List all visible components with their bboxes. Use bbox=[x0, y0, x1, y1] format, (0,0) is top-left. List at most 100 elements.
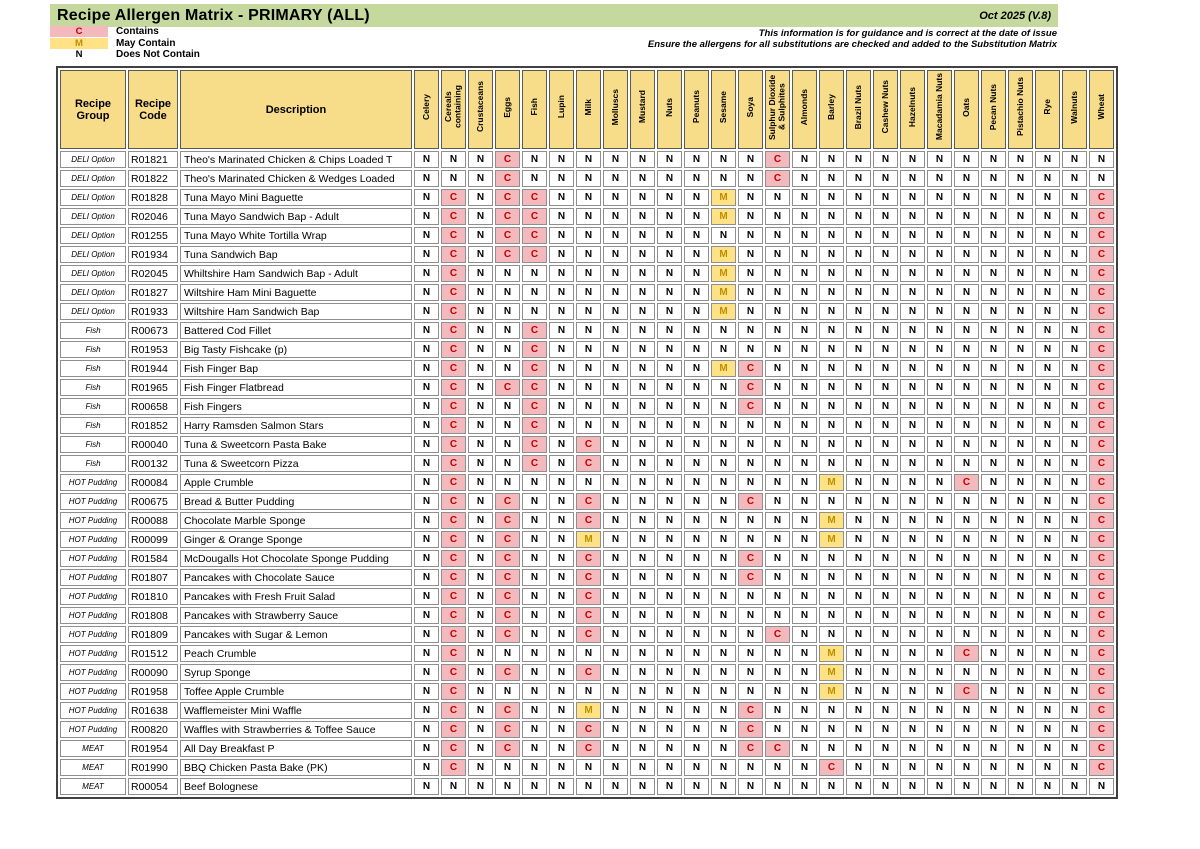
allergen-cell-pistachio-nuts: N bbox=[1008, 151, 1033, 168]
recipe-group: HOT Pudding bbox=[60, 702, 126, 719]
allergen-cell-sesame: N bbox=[711, 607, 736, 624]
allergen-header-label: Nuts bbox=[663, 97, 674, 117]
allergen-cell-barley: N bbox=[819, 265, 844, 282]
column-header-recipe-group: Recipe Group bbox=[60, 70, 126, 149]
recipe-description: Peach Crumble bbox=[180, 645, 412, 662]
allergen-cell-almonds: N bbox=[792, 170, 817, 187]
allergen-cell-pistachio-nuts: N bbox=[1008, 531, 1033, 548]
allergen-header-label: Eggs bbox=[501, 96, 512, 118]
allergen-cell-mustard: N bbox=[630, 379, 655, 396]
allergen-cell-molluscs: N bbox=[603, 626, 628, 643]
allergen-cell-sesame: N bbox=[711, 740, 736, 757]
allergen-header-barley: Barley bbox=[819, 70, 844, 149]
allergen-cell-macadamia-nuts: N bbox=[927, 455, 952, 472]
allergen-cell-eggs: C bbox=[495, 512, 520, 529]
allergen-cell-pistachio-nuts: N bbox=[1008, 588, 1033, 605]
allergen-cell-pistachio-nuts: N bbox=[1008, 645, 1033, 662]
allergen-cell-rye: N bbox=[1035, 474, 1060, 491]
allergen-cell-peanuts: N bbox=[684, 569, 709, 586]
allergen-cell-oats: C bbox=[954, 645, 979, 662]
allergen-cell-soya: N bbox=[738, 189, 763, 206]
allergen-header-pecan-nuts: Pecan Nuts bbox=[981, 70, 1006, 149]
allergen-cell-soya: C bbox=[738, 379, 763, 396]
allergen-cell-rye: N bbox=[1035, 208, 1060, 225]
allergen-cell-eggs: N bbox=[495, 778, 520, 795]
allergen-header-label: Oats bbox=[960, 97, 971, 117]
allergen-cell-peanuts: N bbox=[684, 303, 709, 320]
allergen-cell-milk: N bbox=[576, 265, 601, 282]
recipe-row-R01852: Fish R01852 Harry Ramsden Salmon Stars N C N N… bbox=[60, 417, 1114, 434]
allergen-cell-cereals-containing: C bbox=[441, 588, 466, 605]
allergen-cell-pistachio-nuts: N bbox=[1008, 379, 1033, 396]
allergen-cell-wheat: C bbox=[1089, 626, 1114, 643]
recipe-row-R00132: Fish R00132 Tuna & Sweetcorn Pizza N C N N C N C N… bbox=[60, 455, 1114, 472]
allergen-cell-cereals-containing: N bbox=[441, 151, 466, 168]
allergen-cell-eggs: N bbox=[495, 759, 520, 776]
recipe-row-R01809: HOT Pudding R01809 Pancakes with Sugar & L… bbox=[60, 626, 1114, 643]
allergen-cell-wheat: C bbox=[1089, 284, 1114, 301]
recipe-code: R01958 bbox=[128, 683, 178, 700]
allergen-cell-lupin: N bbox=[549, 284, 574, 301]
allergen-cell-nuts: N bbox=[657, 151, 682, 168]
allergen-cell-molluscs: N bbox=[603, 550, 628, 567]
allergen-cell-soya: N bbox=[738, 512, 763, 529]
allergen-cell-sulphur-dioxide-sulphites: C bbox=[765, 740, 790, 757]
allergen-cell-cereals-containing: C bbox=[441, 227, 466, 244]
allergen-cell-nuts: N bbox=[657, 436, 682, 453]
allergen-cell-oats: C bbox=[954, 474, 979, 491]
allergen-cell-nuts: N bbox=[657, 208, 682, 225]
allergen-cell-molluscs: N bbox=[603, 455, 628, 472]
allergen-cell-macadamia-nuts: N bbox=[927, 702, 952, 719]
allergen-cell-cashew-nuts: N bbox=[873, 170, 898, 187]
allergen-cell-milk: N bbox=[576, 474, 601, 491]
allergen-cell-lupin: N bbox=[549, 645, 574, 662]
allergen-cell-macadamia-nuts: N bbox=[927, 246, 952, 263]
allergen-cell-nuts: N bbox=[657, 360, 682, 377]
allergen-cell-cereals-containing: C bbox=[441, 702, 466, 719]
allergen-cell-barley: N bbox=[819, 493, 844, 510]
recipe-code: R00040 bbox=[128, 436, 178, 453]
allergen-cell-barley: M bbox=[819, 645, 844, 662]
recipe-description: Pancakes with Chocolate Sauce bbox=[180, 569, 412, 586]
allergen-cell-crustaceans: N bbox=[468, 303, 493, 320]
allergen-cell-cashew-nuts: N bbox=[873, 246, 898, 263]
allergen-cell-macadamia-nuts: N bbox=[927, 360, 952, 377]
allergen-cell-milk: N bbox=[576, 398, 601, 415]
allergen-cell-pistachio-nuts: N bbox=[1008, 474, 1033, 491]
allergen-cell-cashew-nuts: N bbox=[873, 683, 898, 700]
allergen-cell-molluscs: N bbox=[603, 322, 628, 339]
recipe-code: R01809 bbox=[128, 626, 178, 643]
allergen-cell-lupin: N bbox=[549, 189, 574, 206]
allergen-cell-fish: C bbox=[522, 189, 547, 206]
allergen-cell-wheat: C bbox=[1089, 493, 1114, 510]
allergen-cell-milk: C bbox=[576, 455, 601, 472]
allergen-cell-lupin: N bbox=[549, 759, 574, 776]
legend-item-N: N Does Not Contain bbox=[50, 49, 200, 60]
allergen-cell-soya: N bbox=[738, 531, 763, 548]
allergen-cell-milk: C bbox=[576, 436, 601, 453]
allergen-cell-cashew-nuts: N bbox=[873, 645, 898, 662]
allergen-cell-rye: N bbox=[1035, 284, 1060, 301]
allergen-cell-milk: N bbox=[576, 189, 601, 206]
allergen-cell-pistachio-nuts: N bbox=[1008, 189, 1033, 206]
allergen-cell-pecan-nuts: N bbox=[981, 493, 1006, 510]
allergen-cell-celery: N bbox=[414, 759, 439, 776]
allergen-cell-milk: N bbox=[576, 227, 601, 244]
allergen-cell-lupin: N bbox=[549, 208, 574, 225]
allergen-header-label: Celery bbox=[420, 94, 431, 120]
allergen-cell-wheat: C bbox=[1089, 683, 1114, 700]
allergen-cell-sulphur-dioxide-sulphites: N bbox=[765, 493, 790, 510]
allergen-cell-walnuts: N bbox=[1062, 208, 1087, 225]
allergen-cell-sesame: N bbox=[711, 474, 736, 491]
allergen-cell-pistachio-nuts: N bbox=[1008, 778, 1033, 795]
allergen-cell-celery: N bbox=[414, 512, 439, 529]
allergen-cell-walnuts: N bbox=[1062, 607, 1087, 624]
allergen-cell-milk: M bbox=[576, 702, 601, 719]
allergen-cell-celery: N bbox=[414, 265, 439, 282]
allergen-cell-walnuts: N bbox=[1062, 417, 1087, 434]
recipe-description: Pancakes with Strawberry Sauce bbox=[180, 607, 412, 624]
recipe-group: DELI Option bbox=[60, 208, 126, 225]
allergen-cell-milk: N bbox=[576, 759, 601, 776]
allergen-cell-celery: N bbox=[414, 227, 439, 244]
allergen-header-label: Soya bbox=[744, 96, 755, 118]
